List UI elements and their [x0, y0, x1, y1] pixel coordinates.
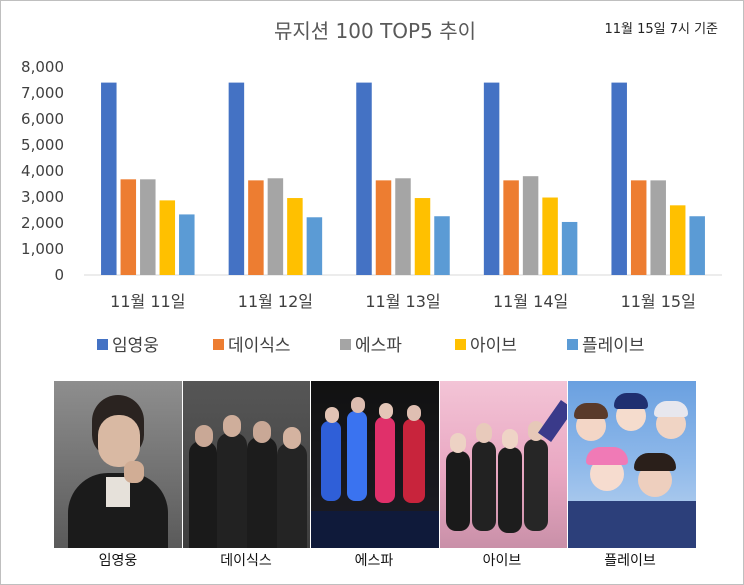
timestamp-note: 11월 15일 7시 기준 [604, 22, 718, 37]
bar [101, 82, 117, 275]
legend-label: 에스파 [355, 336, 402, 356]
bar [483, 82, 500, 275]
bar [650, 180, 666, 275]
x-tick-label: 11월 12일 [238, 292, 313, 311]
x-tick-label: 11월 15일 [621, 292, 696, 311]
photo-captions: 임영웅 데이식스 에스파 아이브 플레이브 [54, 550, 696, 572]
photo-데이식스 [182, 381, 312, 548]
x-tick-label: 11월 13일 [365, 292, 440, 311]
bar [248, 180, 264, 275]
caption-임영웅: 임영웅 [98, 553, 138, 569]
chart-title: 뮤지션 100 TOP5 추이 [274, 19, 476, 43]
bar [179, 214, 195, 275]
caption-플레이브: 플레이브 [604, 553, 656, 569]
bar [395, 178, 411, 275]
y-tick-label: 5,000 [21, 136, 64, 154]
bar [356, 82, 372, 275]
y-tick-label: 4,000 [21, 162, 64, 180]
bar [561, 221, 578, 275]
bar [287, 198, 303, 275]
x-tick-label: 11월 14일 [493, 292, 568, 311]
x-axis: 11월 11일 11월 12일 11월 13일 11월 14일 11월 15일 [110, 292, 696, 311]
bar [306, 217, 323, 275]
photo-임영웅 [54, 381, 183, 548]
photo-플레이브 [568, 381, 696, 548]
bar [630, 180, 647, 275]
y-tick-label: 6,000 [21, 110, 64, 128]
legend-swatch [340, 339, 351, 350]
legend-label: 데이식스 [228, 336, 291, 356]
bar [542, 197, 558, 275]
legend-swatch [213, 339, 224, 350]
bar [414, 198, 431, 275]
bar [689, 216, 705, 275]
bar [120, 179, 137, 275]
y-tick-label: 7,000 [21, 84, 64, 102]
bar [611, 82, 627, 275]
y-tick-label: 0 [54, 266, 64, 284]
y-axis: 0 1,000 2,000 3,000 4,000 5,000 6,000 7,000 8,00… [21, 58, 64, 284]
legend-swatch [455, 339, 466, 350]
legend-label: 플레이브 [582, 336, 645, 356]
legend-swatch [567, 339, 578, 350]
legend-swatch [97, 339, 108, 350]
caption-아이브: 아이브 [482, 553, 522, 569]
bar [140, 179, 156, 275]
legend-label: 아이브 [470, 336, 517, 356]
y-tick-label: 1,000 [21, 240, 64, 258]
bar [267, 178, 284, 275]
bar-chart: 뮤지션 100 TOP5 추이 11월 15일 7시 기준 0 1,000 2,00… [21, 19, 722, 356]
bar [159, 200, 176, 275]
artist-photo-strip [54, 381, 696, 548]
caption-데이식스: 데이식스 [220, 553, 272, 569]
y-tick-label: 8,000 [21, 58, 64, 76]
photo-아이브 [439, 381, 569, 548]
bars [101, 82, 705, 275]
bar [434, 216, 450, 275]
x-tick-label: 11월 11일 [110, 292, 185, 311]
photo-에스파 [311, 381, 440, 548]
bar [522, 176, 539, 275]
y-tick-label: 3,000 [21, 188, 64, 206]
bar [228, 82, 245, 275]
legend-label: 임영웅 [112, 336, 159, 356]
legend: 임영웅 데이식스 에스파 아이브 플레이브 [97, 336, 645, 356]
bar [375, 180, 392, 275]
bar [503, 180, 519, 275]
y-tick-label: 2,000 [21, 214, 64, 232]
caption-에스파: 에스파 [354, 553, 394, 569]
bar [669, 205, 686, 275]
